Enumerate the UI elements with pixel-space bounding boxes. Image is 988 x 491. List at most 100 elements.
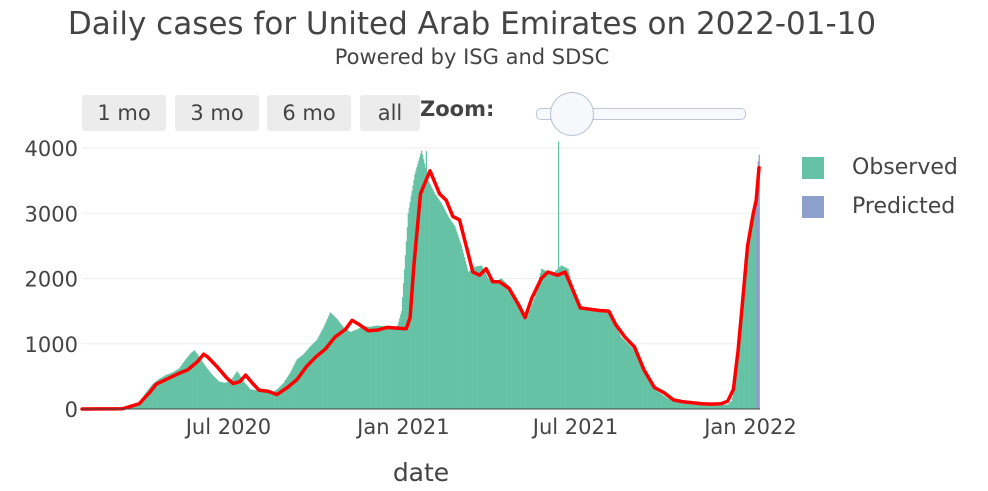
observed-bar xyxy=(676,401,679,409)
observed-bar xyxy=(754,209,757,409)
legend-item-observed[interactable]: Observed xyxy=(800,153,980,183)
observed-bar xyxy=(702,404,704,409)
observed-bar xyxy=(234,374,236,409)
observed-bar xyxy=(432,189,434,409)
observed-bar xyxy=(416,167,418,409)
observed-bar xyxy=(485,274,487,409)
zoom-slider-handle[interactable] xyxy=(550,92,594,136)
observed-bar xyxy=(266,391,269,409)
observed-bar xyxy=(245,383,247,409)
observed-bar xyxy=(146,391,148,409)
observed-bar xyxy=(251,389,254,409)
range-button-all[interactable]: all xyxy=(360,95,420,131)
observed-bar xyxy=(720,405,722,409)
observed-bar xyxy=(299,357,301,409)
observed-bar xyxy=(413,179,415,409)
observed-bar xyxy=(174,370,177,409)
observed-bar xyxy=(224,382,226,409)
observed-bar xyxy=(752,213,755,409)
trend-line-series xyxy=(80,165,761,411)
observed-bar xyxy=(247,387,250,409)
observed-bar xyxy=(429,184,431,409)
observed-bar xyxy=(271,392,274,409)
observed-bar xyxy=(749,228,751,409)
observed-bar xyxy=(326,318,329,409)
observed-bar xyxy=(165,375,167,409)
range-button-3mo[interactable]: 3 mo xyxy=(175,95,259,131)
observed-bar xyxy=(619,335,622,409)
observed-bar xyxy=(498,279,500,409)
observed-bar xyxy=(347,330,350,409)
range-button-1mo[interactable]: 1 mo xyxy=(82,95,166,131)
observed-bar xyxy=(629,345,631,409)
observed-bar xyxy=(344,328,347,409)
observed-bar xyxy=(184,360,186,409)
x-tick-label: Jul 2020 xyxy=(184,415,271,439)
observed-bar xyxy=(568,272,570,409)
observed-bar xyxy=(591,308,593,409)
observed-bar xyxy=(612,320,614,409)
observed-bar xyxy=(738,337,740,409)
observed-bar xyxy=(268,392,271,409)
observed-bar xyxy=(539,272,542,409)
observed-bar xyxy=(633,349,635,409)
observed-bar xyxy=(246,384,248,409)
observed-bar xyxy=(653,389,656,409)
observed-bar xyxy=(446,214,448,409)
observed-bar xyxy=(141,398,143,409)
observed-bar xyxy=(276,389,278,409)
observed-bar xyxy=(431,188,433,409)
observed-bar xyxy=(602,310,604,409)
observed-bar xyxy=(487,278,489,409)
observed-bar xyxy=(279,386,281,409)
y-tick-label: 4000 xyxy=(25,137,78,161)
legend-item-predicted[interactable]: Predicted xyxy=(800,192,980,222)
observed-bar xyxy=(473,267,475,409)
observed-bar xyxy=(560,265,563,409)
observed-bar xyxy=(140,399,142,409)
observed-bar xyxy=(212,376,215,409)
observed-bar xyxy=(368,326,371,409)
observed-bar xyxy=(295,361,297,409)
observed-bar xyxy=(227,381,229,409)
observed-bar xyxy=(404,255,407,409)
observed-bar xyxy=(672,400,675,409)
observed-bar xyxy=(178,368,180,409)
predicted-bar xyxy=(755,193,758,409)
observed-bar xyxy=(614,326,617,409)
observed-bar xyxy=(348,331,351,409)
observed-bar xyxy=(389,326,391,409)
observed-bar xyxy=(401,311,403,409)
observed-bar xyxy=(558,267,561,409)
observed-bar xyxy=(433,191,435,409)
observed-bar xyxy=(571,283,573,409)
observed-bar xyxy=(507,285,509,409)
observed-bar xyxy=(659,393,661,409)
observed-bar xyxy=(318,336,320,409)
observed-bar xyxy=(152,383,155,409)
observed-bar xyxy=(541,269,544,409)
observed-bar xyxy=(336,318,338,409)
observed-bar xyxy=(498,279,501,409)
observed-bar xyxy=(670,399,672,409)
observed-bar xyxy=(288,373,291,409)
range-button-6mo[interactable]: 6 mo xyxy=(267,95,351,131)
observed-bar xyxy=(176,369,178,409)
observed-bar xyxy=(598,310,601,409)
observed-bar xyxy=(265,390,267,409)
observed-bar xyxy=(587,308,589,409)
observed-bar xyxy=(182,363,184,409)
observed-bar xyxy=(324,323,327,409)
observed-bar xyxy=(742,285,744,409)
observed-bar xyxy=(481,267,484,409)
observed-bar xyxy=(209,372,212,409)
observed-bar xyxy=(305,350,308,409)
y-tick-label: 3000 xyxy=(25,202,78,226)
observed-bar xyxy=(508,286,510,409)
observed-bar xyxy=(669,399,671,409)
observed-bar xyxy=(307,348,310,409)
observed-bar xyxy=(335,318,337,409)
observed-bar xyxy=(690,403,692,409)
observed-bar xyxy=(427,180,429,409)
observed-bar xyxy=(675,401,678,409)
